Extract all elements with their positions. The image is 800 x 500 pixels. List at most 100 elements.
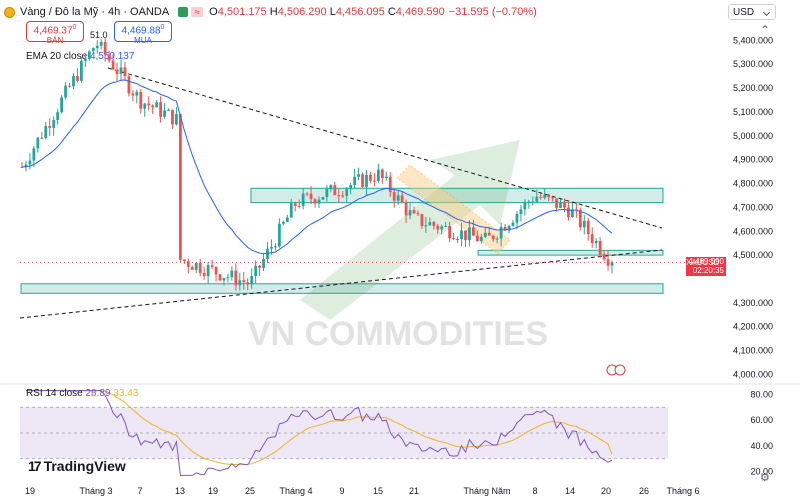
decline-channel [396, 164, 511, 255]
candle-body [590, 234, 594, 244]
candle-body [103, 41, 107, 55]
x-tick-label: 21 [409, 486, 419, 496]
candle-body [472, 227, 475, 236]
candle-body [373, 180, 376, 182]
x-tick-label: 19 [208, 486, 218, 496]
candle-body [578, 209, 582, 228]
collapse-arrow-icon[interactable]: ⌃ [760, 23, 771, 37]
candle-body [392, 192, 396, 201]
candle-body [317, 199, 321, 204]
x-tick-label: 26 [639, 486, 649, 496]
candle-body [571, 209, 574, 218]
x-tick-label: 14 [565, 486, 575, 496]
x-tick-label: Tháng 3 [79, 486, 112, 496]
y-tick-label: 5,300.000 [733, 59, 773, 69]
candle-body [396, 195, 400, 201]
candle-body [40, 137, 44, 139]
candle-body [582, 220, 586, 228]
candle-body [511, 222, 515, 226]
candle-body [167, 109, 170, 111]
candle-body [238, 280, 242, 286]
lower-trendline [19, 249, 663, 319]
candle-body [274, 246, 277, 248]
candle-body [555, 198, 558, 208]
candle-body [226, 277, 230, 279]
rsi-tick-label: 20.00 [750, 467, 773, 477]
candle-body [28, 160, 32, 165]
candle-body [127, 76, 131, 94]
candle-body [475, 235, 479, 242]
y-tick-label: 4,500.000 [733, 250, 773, 260]
symbol-title[interactable]: Vàng / Đô la Mỹ · 4h · OANDA [20, 6, 170, 18]
candle-body [99, 41, 103, 46]
gold-symbol-icon [4, 6, 15, 18]
settings-icon[interactable]: ⚙ [760, 472, 770, 484]
candle-body [206, 265, 210, 277]
candle-body [20, 166, 24, 168]
candle-body [44, 125, 48, 139]
x-tick-label: 20 [601, 486, 611, 496]
y-tick-label: 4,700.000 [733, 202, 773, 212]
candle-body [230, 270, 234, 278]
ema-legend[interactable]: EMA 20 close 4,550.137 [26, 51, 135, 62]
buy-button[interactable]: 4,469.880 MUA [114, 21, 172, 45]
x-tick-label: 25 [245, 486, 255, 496]
candle-body [151, 105, 155, 108]
candle-body [87, 51, 91, 59]
candle-body [369, 174, 372, 181]
candle-body [246, 282, 250, 285]
candle-body [210, 265, 214, 267]
candle-body [479, 236, 483, 242]
candle-body [135, 91, 139, 96]
candle-body [72, 75, 75, 87]
candle-body [198, 263, 202, 273]
y-tick-label: 4,800.000 [733, 179, 773, 189]
candle-body [523, 202, 527, 210]
candle-body [270, 246, 273, 249]
candle-body [325, 188, 329, 198]
rsi-tick-label: 60.00 [750, 415, 773, 425]
tradingview-logo[interactable]: 17 TradingView [28, 458, 126, 474]
ohlc-readout: O4,501.175 H4,506.290 L4,456.095 C4,469.… [209, 6, 445, 18]
market-open-icon [178, 7, 189, 17]
candle-body [258, 265, 261, 268]
candle-body [349, 184, 353, 190]
currency-select[interactable]: USD [728, 4, 776, 20]
rsi-line [26, 390, 613, 476]
candle-body [186, 261, 190, 267]
candle-body [602, 254, 606, 260]
y-tick-label: 5,100.000 [733, 107, 773, 117]
candle-body [155, 102, 159, 108]
candle-body [547, 194, 551, 198]
x-tick-label: Tháng Năm [463, 486, 510, 496]
candle-body [388, 176, 392, 193]
candle-body [131, 93, 135, 96]
symbol-flag: XAUUSD [686, 258, 720, 268]
candle-body [24, 164, 28, 167]
sr-zone [477, 249, 664, 256]
candle-body [301, 193, 305, 207]
candle-body [262, 258, 265, 268]
candle-body [420, 214, 424, 226]
candle-body [559, 202, 562, 208]
sell-button[interactable]: 4,469.370 BÁN [26, 21, 84, 45]
candle-body [190, 266, 194, 270]
candle-body [234, 270, 238, 286]
last-price-flag: 4,469.590 02:20:35 [686, 257, 726, 277]
candle-body [380, 169, 384, 179]
candle-body [448, 225, 452, 239]
rsi-legend[interactable]: RSI 14 close 28.89 33.43 [26, 388, 139, 399]
candle-body [178, 114, 182, 260]
candle-body [313, 199, 317, 204]
y-tick-label: 5,000.000 [733, 131, 773, 141]
candle-body [507, 225, 511, 231]
candle-body [376, 169, 380, 182]
x-tick-label: 7 [137, 486, 142, 496]
candle-body [412, 210, 416, 214]
candle-body [143, 103, 147, 109]
rsi-tick-label: 80.00 [750, 389, 773, 399]
candle-body [254, 265, 258, 277]
candle-body [341, 195, 345, 197]
candle-body [107, 54, 111, 61]
